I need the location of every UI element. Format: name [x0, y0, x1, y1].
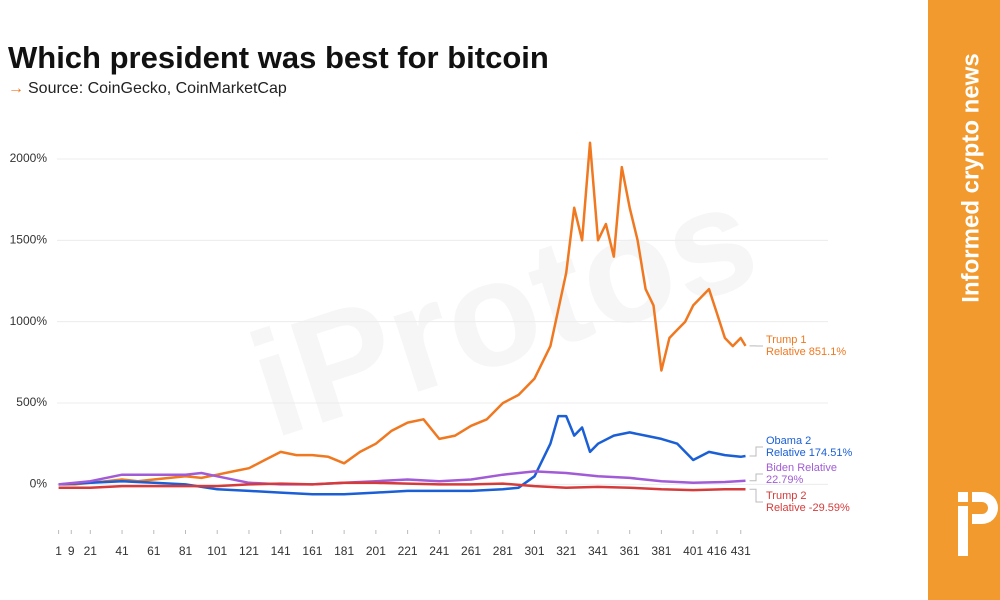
x-tick-label: 221	[398, 544, 418, 558]
x-tick-label: 1	[55, 544, 62, 558]
x-tick-label: 261	[461, 544, 481, 558]
logo-stem	[958, 506, 968, 556]
series-name: Trump 1	[766, 334, 807, 346]
label-connector	[749, 446, 763, 457]
x-tick-label: 341	[588, 544, 608, 558]
y-tick-label: 1500%	[10, 232, 48, 246]
series-name: Biden Relative	[766, 462, 837, 474]
series-line	[58, 481, 746, 492]
x-tick-label: 81	[179, 544, 193, 558]
series-line	[58, 414, 746, 496]
x-tick-label: 401	[683, 544, 703, 558]
x-tick-label: 301	[524, 544, 544, 558]
x-tick-label: 281	[493, 544, 513, 558]
x-tick-label: 201	[366, 544, 386, 558]
x-tick-label: 161	[302, 544, 322, 558]
x-tick-label: 61	[147, 544, 161, 558]
y-tick-label: 0%	[30, 477, 48, 491]
x-tick-label: 21	[84, 544, 98, 558]
series-end-label: Relative 851.1%	[766, 346, 846, 358]
x-tick-label: 321	[556, 544, 576, 558]
series-end-label: Relative -29.59%	[766, 502, 850, 514]
x-tick-label: 101	[207, 544, 227, 558]
side-text: Informed crypto news	[957, 53, 984, 302]
chart-title: Which president was best for bitcoin	[8, 40, 549, 75]
arrow-icon: →	[8, 80, 24, 97]
x-tick-label: 9	[68, 544, 75, 558]
series-name: Obama 2	[766, 435, 811, 447]
x-tick-label: 241	[429, 544, 449, 558]
x-tick-label: 361	[620, 544, 640, 558]
x-tick-label: 431	[731, 544, 751, 558]
series-name: Trump 2	[766, 490, 807, 502]
logo-bowl	[972, 492, 998, 524]
series-end-label: Relative 174.51%	[766, 447, 852, 459]
label-connector	[749, 473, 763, 482]
series-line	[58, 141, 747, 486]
x-tick-label: 41	[115, 544, 129, 558]
series-line	[58, 470, 746, 486]
chart-subtitle: Source: CoinGecko, CoinMarketCap	[28, 80, 287, 97]
y-tick-label: 2000%	[10, 151, 48, 165]
label-connector	[749, 488, 763, 503]
y-tick-label: 1000%	[10, 314, 48, 328]
y-tick-label: 500%	[16, 395, 47, 409]
series-end-label: 22.79%	[766, 474, 804, 486]
logo-dot	[958, 492, 968, 502]
x-tick-label: 181	[334, 544, 354, 558]
x-tick-label: 141	[271, 544, 291, 558]
x-tick-label: 381	[651, 544, 671, 558]
x-tick-label: 416	[707, 544, 727, 558]
x-tick-label: 121	[239, 544, 259, 558]
logo	[958, 492, 998, 556]
